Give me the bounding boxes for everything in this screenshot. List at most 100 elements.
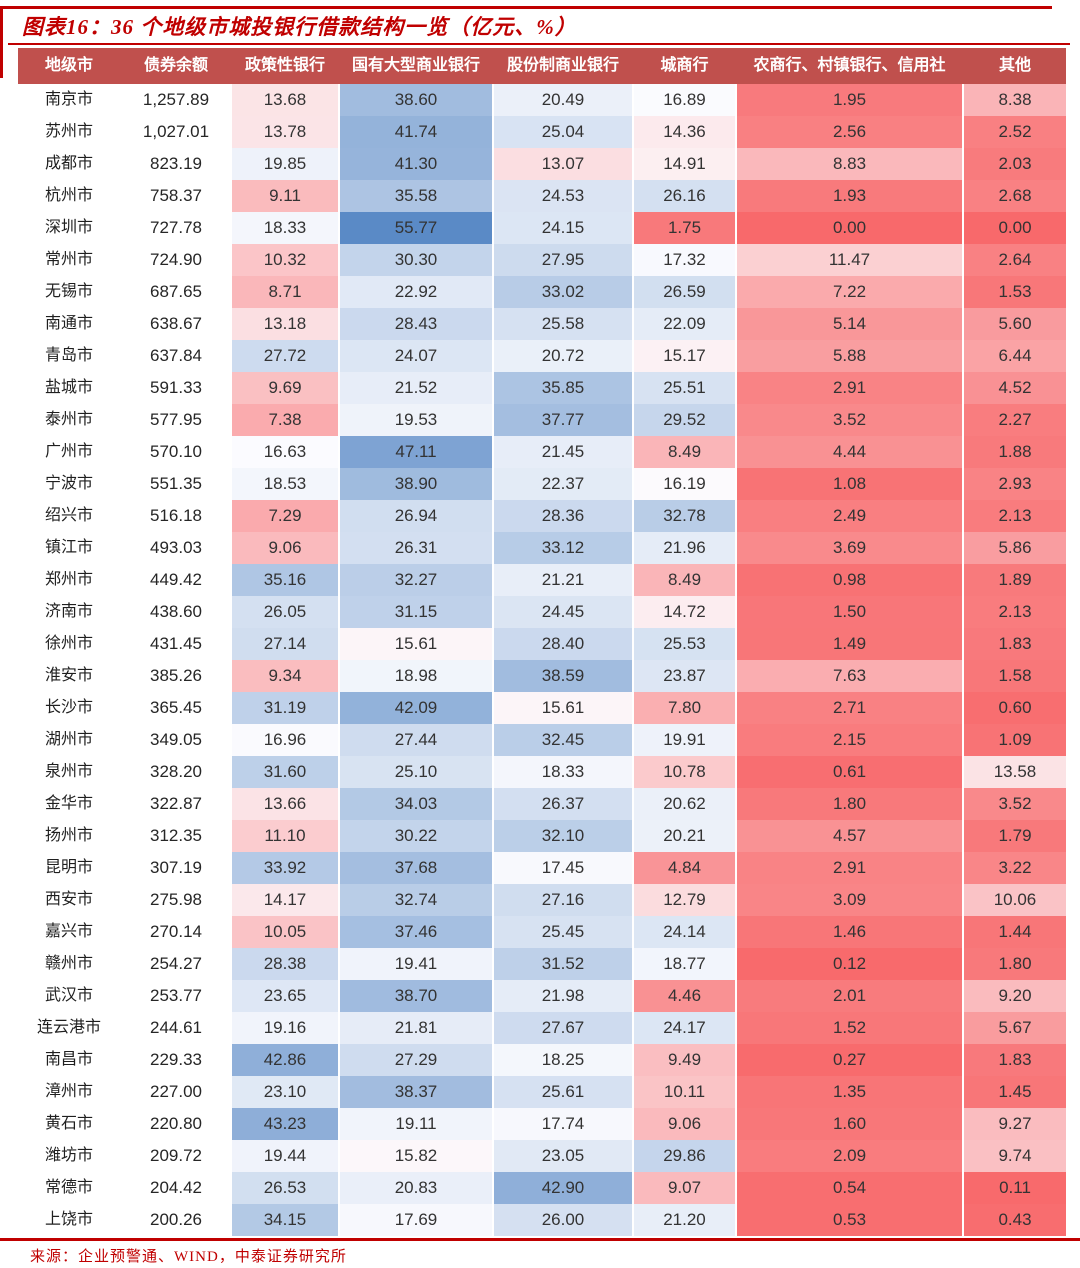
table-row: 徐州市 431.45 27.14 15.61 28.40 25.53 1.49 1.83 (18, 628, 1066, 660)
table-row: 深圳市 727.78 18.33 55.77 24.15 1.75 0.00 0.00 (18, 212, 1066, 244)
column-header-3: 国有大型商业银行 (351, 57, 480, 74)
pct-cell: 18.77 (634, 948, 735, 980)
column-header-5: 城商行 (660, 57, 709, 74)
bond-balance-cell: 322.87 (150, 794, 202, 813)
table-row: 南昌市 229.33 42.86 27.29 18.25 9.49 0.27 1.83 (18, 1044, 1066, 1076)
pct-cell: 1.83 (964, 1044, 1066, 1076)
column-header-4: 股份制商业银行 (506, 57, 619, 74)
pct-cell: 42.86 (232, 1044, 338, 1076)
table-row: 宁波市 551.35 18.53 38.90 22.37 16.19 1.08 2.93 (18, 468, 1066, 500)
pct-cell: 17.45 (494, 852, 632, 884)
pct-cell: 20.21 (634, 820, 735, 852)
pct-cell: 17.69 (340, 1204, 492, 1236)
table-row: 黄石市 220.80 43.23 19.11 17.74 9.06 1.60 9.27 (18, 1108, 1066, 1140)
pct-cell: 18.33 (232, 212, 338, 244)
pct-cell: 13.78 (232, 116, 338, 148)
pct-cell: 13.58 (964, 756, 1066, 788)
city-cell: 宁波市 (44, 475, 93, 492)
pct-cell: 0.98 (737, 564, 962, 596)
table-row: 嘉兴市 270.14 10.05 37.46 25.45 24.14 1.46 1.44 (18, 916, 1066, 948)
pct-cell: 43.23 (232, 1108, 338, 1140)
pct-cell: 29.52 (634, 404, 735, 436)
pct-cell: 38.59 (494, 660, 632, 692)
pct-cell: 3.69 (737, 532, 962, 564)
pct-cell: 21.98 (494, 980, 632, 1012)
bond-balance-cell: 227.00 (150, 1082, 202, 1101)
pct-cell: 24.07 (340, 340, 492, 372)
pct-cell: 29.86 (634, 1140, 735, 1172)
city-cell: 苏州市 (44, 123, 93, 140)
pct-cell: 16.63 (232, 436, 338, 468)
bond-balance-cell: 551.35 (150, 474, 202, 493)
pct-cell: 1.09 (964, 724, 1066, 756)
city-cell: 深圳市 (44, 219, 93, 236)
pct-cell: 38.90 (340, 468, 492, 500)
pct-cell: 24.17 (634, 1012, 735, 1044)
pct-cell: 28.43 (340, 308, 492, 340)
pct-cell: 1.45 (964, 1076, 1066, 1108)
pct-cell: 1.58 (964, 660, 1066, 692)
pct-cell: 2.03 (964, 148, 1066, 180)
pct-cell: 38.37 (340, 1076, 492, 1108)
bond-balance-cell: 431.45 (150, 634, 202, 653)
pct-cell: 22.09 (634, 308, 735, 340)
table-row: 昆明市 307.19 33.92 37.68 17.45 4.84 2.91 3.22 (18, 852, 1066, 884)
pct-cell: 17.32 (634, 244, 735, 276)
column-header-2: 政策性银行 (244, 57, 325, 74)
pct-cell: 2.13 (964, 596, 1066, 628)
bond-balance-cell: 204.42 (150, 1178, 202, 1197)
table-row: 长沙市 365.45 31.19 42.09 15.61 7.80 2.71 0.60 (18, 692, 1066, 724)
pct-cell: 1.52 (737, 1012, 962, 1044)
city-cell: 常德市 (44, 1179, 93, 1196)
table-row: 武汉市 253.77 23.65 38.70 21.98 4.46 2.01 9.20 (18, 980, 1066, 1012)
bond-balance-cell: 244.61 (150, 1018, 202, 1037)
city-cell: 成都市 (44, 155, 93, 172)
table-row: 漳州市 227.00 23.10 38.37 25.61 10.11 1.35 1.45 (18, 1076, 1066, 1108)
pct-cell: 1.53 (964, 276, 1066, 308)
bond-balance-cell: 270.14 (150, 922, 202, 941)
pct-cell: 26.53 (232, 1172, 338, 1204)
pct-cell: 13.07 (494, 148, 632, 180)
pct-cell: 27.29 (340, 1044, 492, 1076)
pct-cell: 25.61 (494, 1076, 632, 1108)
table-row: 上饶市 200.26 34.15 17.69 26.00 21.20 0.53 0.43 (18, 1204, 1066, 1236)
pct-cell: 30.22 (340, 820, 492, 852)
pct-cell: 26.59 (634, 276, 735, 308)
pct-cell: 0.53 (737, 1204, 962, 1236)
pct-cell: 32.10 (494, 820, 632, 852)
pct-cell: 2.56 (737, 116, 962, 148)
pct-cell: 2.27 (964, 404, 1066, 436)
bond-balance-cell: 349.05 (150, 730, 202, 749)
pct-cell: 18.25 (494, 1044, 632, 1076)
pct-cell: 24.15 (494, 212, 632, 244)
bond-balance-cell: 516.18 (150, 506, 202, 525)
table-row: 青岛市 637.84 27.72 24.07 20.72 15.17 5.88 6.44 (18, 340, 1066, 372)
pct-cell: 9.07 (634, 1172, 735, 1204)
pct-cell: 3.09 (737, 884, 962, 916)
city-cell: 泰州市 (44, 411, 93, 428)
pct-cell: 11.10 (232, 820, 338, 852)
pct-cell: 9.27 (964, 1108, 1066, 1140)
city-cell: 杭州市 (44, 187, 93, 204)
city-cell: 盐城市 (44, 379, 93, 396)
city-cell: 南通市 (44, 315, 93, 332)
pct-cell: 37.68 (340, 852, 492, 884)
pct-cell: 31.60 (232, 756, 338, 788)
pct-cell: 38.70 (340, 980, 492, 1012)
bond-balance-cell: 724.90 (150, 250, 202, 269)
pct-cell: 33.02 (494, 276, 632, 308)
pct-cell: 20.72 (494, 340, 632, 372)
city-cell: 无锡市 (44, 283, 93, 300)
table-row: 南通市 638.67 13.18 28.43 25.58 22.09 5.14 5.60 (18, 308, 1066, 340)
pct-cell: 8.38 (964, 84, 1066, 116)
pct-cell: 1.35 (737, 1076, 962, 1108)
pct-cell: 27.67 (494, 1012, 632, 1044)
bond-balance-cell: 591.33 (150, 378, 202, 397)
pct-cell: 26.94 (340, 500, 492, 532)
pct-cell: 1.60 (737, 1108, 962, 1140)
pct-cell: 32.27 (340, 564, 492, 596)
pct-cell: 26.37 (494, 788, 632, 820)
table-row: 镇江市 493.03 9.06 26.31 33.12 21.96 3.69 5.86 (18, 532, 1066, 564)
pct-cell: 18.53 (232, 468, 338, 500)
pct-cell: 6.44 (964, 340, 1066, 372)
